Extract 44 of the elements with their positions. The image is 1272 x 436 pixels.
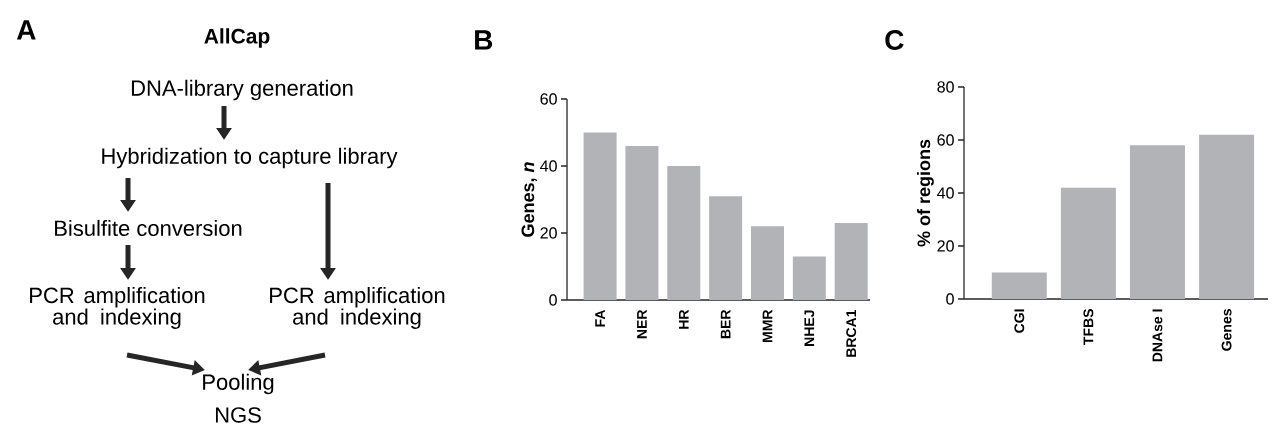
x-tick-label: TFBS [1083, 309, 1094, 345]
text: NGS [215, 407, 261, 423]
y-tick-label: 20 [540, 227, 557, 239]
x-tick-label: DNAse I [1152, 309, 1163, 362]
bar [834, 222, 868, 300]
x-tick-label: HR [678, 309, 689, 329]
x-tick-label: NER [637, 309, 647, 339]
text: Bisulfite conversion [55, 219, 242, 237]
text: PCR amplification and indexing [270, 286, 445, 329]
y-tick-label: 40 [540, 160, 557, 172]
bar [667, 165, 701, 300]
text: DNA-library generation [131, 79, 353, 101]
x-tick-label: MMR [762, 309, 773, 342]
text: PCR amplification and indexing [30, 286, 205, 329]
y-tick-label: 80 [937, 81, 954, 93]
y-tick-label: 20 [937, 240, 954, 252]
x-tick-label: Genes [1221, 309, 1232, 351]
y-tick-label: 60 [937, 134, 954, 146]
y-tick-label: 60 [540, 93, 557, 105]
bar [991, 272, 1047, 299]
text: A [16, 20, 36, 40]
bar [625, 145, 659, 300]
y-tick-label: 0 [549, 294, 557, 306]
text: AllCap [204, 28, 270, 48]
x-tick-label: CGI [1014, 309, 1025, 333]
y-axis-title: % of regions [916, 139, 934, 247]
bar [1129, 145, 1185, 299]
bar [709, 196, 743, 300]
bar [1060, 187, 1116, 299]
x-tick-label: BRCA1 [846, 309, 857, 357]
chart-title: B [475, 30, 493, 50]
bar [750, 226, 784, 300]
y-tick-label: 0 [946, 293, 954, 305]
text: Hybridization to capture library [102, 147, 398, 169]
y-axis-title: Genes, n [521, 162, 537, 237]
bar [1199, 134, 1255, 299]
x-tick-label: NHEJ [804, 310, 815, 346]
x-tick-label: FA [595, 309, 605, 327]
chart-title: C [885, 30, 904, 50]
bar [583, 132, 617, 300]
y-tick-label: 40 [937, 187, 954, 199]
x-tick-label: BER [720, 309, 731, 339]
text: Pooling [203, 373, 274, 395]
bar [792, 256, 826, 300]
